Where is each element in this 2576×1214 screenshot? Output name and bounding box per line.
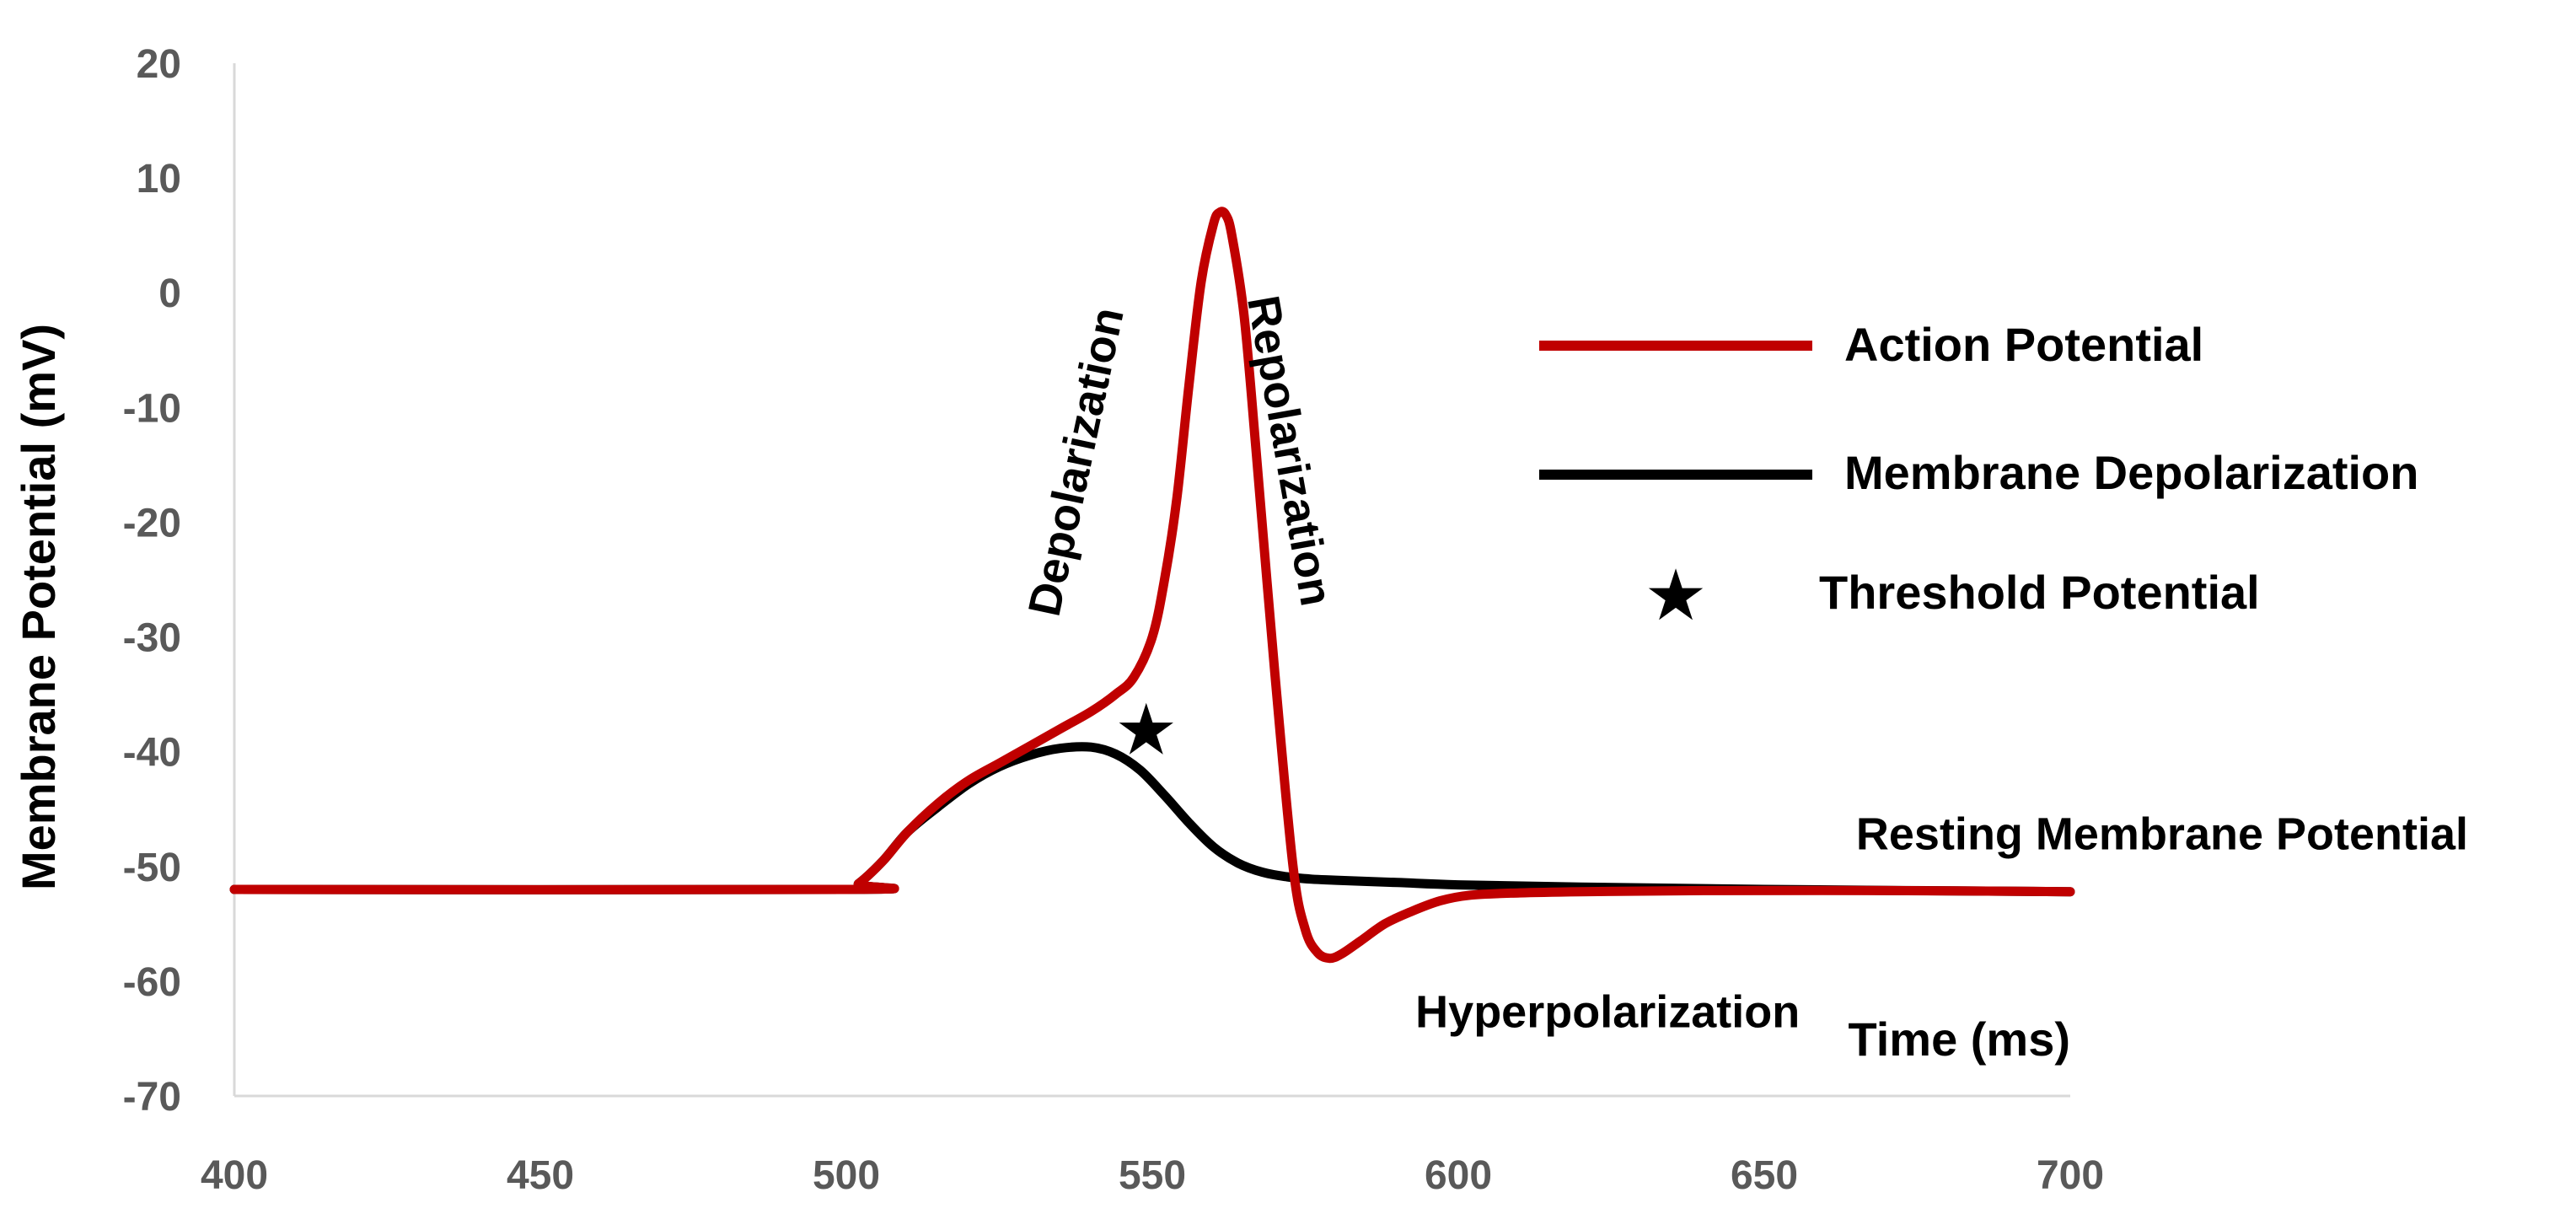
y-tick-label: -10 <box>123 386 181 431</box>
x-tick-label: 700 <box>2037 1153 2104 1198</box>
annotation-hyperpolarization: Hyperpolarization <box>1415 986 1800 1037</box>
annotation-depolarization: Depolarization <box>1019 303 1134 620</box>
annotation-resting-membrane-potential: Resting Membrane Potential <box>1856 808 2468 859</box>
series-lines <box>229 207 2075 964</box>
y-tick-labels: 20 10 0 -10 -20 -30 -40 -50 -60 -70 <box>123 42 181 1120</box>
x-tick-label: 550 <box>1119 1153 1186 1198</box>
y-tick-label: -20 <box>123 501 181 545</box>
y-tick-label: 0 <box>158 271 181 316</box>
x-tick-label: 400 <box>201 1153 268 1198</box>
legend-label-threshold-potential: Threshold Potential <box>1819 566 2260 619</box>
threshold-star-icon: ★ <box>1114 688 1178 771</box>
y-tick-label: -50 <box>123 846 181 890</box>
y-tick-label: -70 <box>123 1075 181 1120</box>
y-axis-title: Membrane Potential (mV) <box>12 324 65 890</box>
x-tick-label: 600 <box>1425 1153 1492 1198</box>
x-tick-label: 500 <box>813 1153 880 1198</box>
y-tick-label: -60 <box>123 960 181 1005</box>
legend-label-membrane-depolarization: Membrane Depolarization <box>1844 446 2418 499</box>
y-tick-label: -40 <box>123 731 181 776</box>
x-tick-label: 450 <box>507 1153 574 1198</box>
y-tick-label: 10 <box>137 157 181 201</box>
x-tick-label: 650 <box>1731 1153 1798 1198</box>
x-tick-labels: 400 450 500 550 600 650 700 <box>201 1153 2104 1198</box>
y-tick-label: -30 <box>123 616 181 661</box>
y-tick-label: 20 <box>137 42 181 87</box>
legend-star-icon: ★ <box>1644 554 1707 637</box>
legend: Action Potential Membrane Depolarization… <box>1539 318 2418 637</box>
legend-label-action-potential: Action Potential <box>1844 318 2203 371</box>
x-axis-title: Time (ms) <box>1849 1013 2070 1066</box>
axes <box>233 63 2070 1098</box>
series-line-action-potential <box>229 207 2075 964</box>
